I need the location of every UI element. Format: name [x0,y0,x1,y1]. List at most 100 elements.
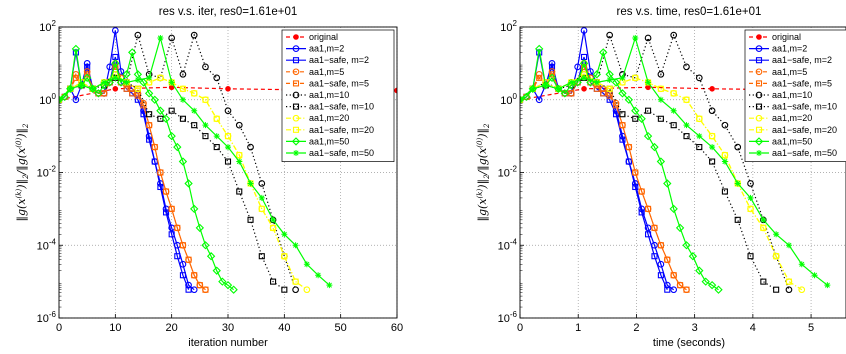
x-tick-label: 5 [808,322,814,334]
data-point [619,122,626,129]
data-point [632,34,639,41]
data-point [191,90,198,97]
data-point [669,204,678,214]
data-point [315,272,322,279]
data-point [811,272,818,279]
chart-title: res v.s. time, res0=1.61e+01 [617,6,762,18]
data-point [206,252,216,261]
data-point [196,282,203,289]
data-point [201,241,210,250]
data-point [179,115,186,122]
data-point [644,224,652,232]
data-point [179,96,186,103]
data-point [292,286,299,294]
data-point [619,74,626,81]
data-point [709,86,715,92]
data-point [747,253,754,260]
data-point [162,188,170,195]
data-point [734,180,741,187]
data-point [168,34,176,42]
data-point [174,253,181,260]
y-tick-label: 102 [500,19,517,34]
data-point [619,111,626,118]
data-point [185,256,192,263]
data-point [292,103,300,110]
data-point [112,86,119,92]
data-point [755,91,763,99]
data-point [213,144,220,151]
data-point [178,157,188,166]
data-point [695,74,703,82]
data-point [281,231,288,238]
data-point [670,272,677,279]
chart-left: res v.s. iter, res0=1.61e+01 iteration n… [15,6,403,349]
data-point [190,204,199,214]
data-point [190,31,198,39]
data-point [326,282,333,289]
data-point [755,126,763,133]
data-point [696,133,703,140]
legend-label: aa1,m=2 [309,44,344,54]
data-point [696,115,703,122]
data-point [111,27,119,34]
data-point [179,272,186,279]
data-point [122,70,131,79]
data-point [191,122,198,129]
legend-label: aa1−safe, m=5 [309,78,369,88]
data-point [157,34,164,41]
data-point [721,158,728,165]
data-point [548,71,556,78]
data-point [568,79,575,86]
data-point [123,79,130,86]
data-point [600,90,607,97]
data-point [696,144,703,151]
data-point [212,266,221,275]
data-point [101,79,108,86]
y-tick-label: 10-4 [37,237,57,252]
data-point [755,68,763,76]
data-point [78,82,85,89]
data-point [292,242,299,249]
data-point [157,74,164,81]
data-point [650,142,659,152]
data-point [151,158,158,165]
data-point [688,252,698,261]
data-point [645,79,652,86]
data-point [760,224,767,231]
data-point [606,85,613,92]
data-point [235,121,243,129]
data-point [643,131,653,141]
data-point [146,122,153,129]
data-point [394,87,397,94]
data-point [760,216,767,223]
legend-label: original [772,32,801,42]
x-tick-label: 2 [633,322,639,334]
y-tick-label: 10-2 [37,165,57,180]
data-point [756,150,762,156]
x-tick-label: 1 [575,322,581,334]
data-point [213,74,221,82]
data-point [224,107,232,115]
y-tick-label: 100 [39,92,56,107]
data-point [670,122,677,129]
data-point [270,216,277,223]
data-point [281,286,288,293]
plot-frame [58,26,398,319]
data-point [755,57,763,64]
data-point [541,81,550,90]
data-point [168,231,175,238]
data-point [683,96,690,103]
series-group [520,27,846,294]
data-point [202,63,209,71]
data-point [202,122,209,129]
data-point [579,59,589,68]
data-point [293,150,299,156]
data-point [258,194,265,201]
data-point [123,85,130,92]
data-point [258,205,265,212]
data-point [270,278,277,285]
data-point [606,92,613,99]
data-point [157,183,164,191]
y-tick-label: 10-2 [498,165,518,180]
